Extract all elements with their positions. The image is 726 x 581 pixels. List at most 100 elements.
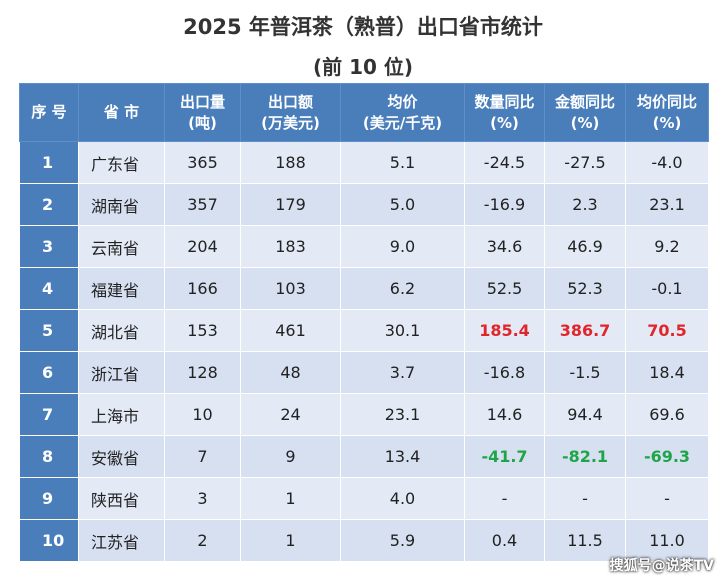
table-row: 4 福建省 166 103 6.2 52.5 52.3 -0.1 xyxy=(19,267,709,310)
table-row: 1 广东省 365 188 5.1 -24.5 -27.5 -4.0 xyxy=(19,141,709,184)
amount-cell: 24 xyxy=(240,393,341,436)
province-cell: 云南省 xyxy=(78,225,165,268)
col-header-qty-yoy: 数量同比 (%) xyxy=(464,83,545,142)
row-number: 5 xyxy=(19,309,79,352)
table-row: 6 浙江省 128 48 3.7 -16.8 -1.5 18.4 xyxy=(19,351,709,394)
qty-cell: 166 xyxy=(164,267,241,310)
price-yoy-cell: 70.5 xyxy=(625,309,709,352)
amount-cell: 9 xyxy=(240,435,341,478)
qty-cell: 357 xyxy=(164,183,241,226)
price-yoy-cell: 9.2 xyxy=(625,225,709,268)
row-number: 2 xyxy=(19,183,79,226)
amount-cell: 48 xyxy=(240,351,341,394)
col-header-price: 均价 (美元/千克) xyxy=(340,83,465,142)
price-cell: 30.1 xyxy=(340,309,465,352)
amount-cell: 183 xyxy=(240,225,341,268)
province-cell: 陕西省 xyxy=(78,477,165,520)
table-row: 8 安徽省 7 9 13.4 -41.7 -82.1 -69.3 xyxy=(19,435,709,478)
col-header-no: 序 号 xyxy=(19,83,79,142)
amount-yoy-cell: 94.4 xyxy=(544,393,626,436)
qty-yoy-cell: -24.5 xyxy=(464,141,545,184)
table-row: 7 上海市 10 24 23.1 14.6 94.4 69.6 xyxy=(19,393,709,436)
page-subtitle: (前 10 位) xyxy=(312,55,414,79)
price-yoy-cell: 11.0 xyxy=(625,519,709,562)
qty-cell: 153 xyxy=(164,309,241,352)
price-cell: 13.4 xyxy=(340,435,465,478)
price-cell: 6.2 xyxy=(340,267,465,310)
qty-cell: 128 xyxy=(164,351,241,394)
province-cell: 福建省 xyxy=(78,267,165,310)
price-yoy-cell: -0.1 xyxy=(625,267,709,310)
qty-yoy-cell: 14.6 xyxy=(464,393,545,436)
col-header-price-yoy: 均价同比 (%) xyxy=(625,83,709,142)
row-number: 6 xyxy=(19,351,79,394)
amount-yoy-cell: 52.3 xyxy=(544,267,626,310)
row-number: 4 xyxy=(19,267,79,310)
row-number: 8 xyxy=(19,435,79,478)
amount-cell: 103 xyxy=(240,267,341,310)
amount-cell: 188 xyxy=(240,141,341,184)
province-cell: 浙江省 xyxy=(78,351,165,394)
price-cell: 23.1 xyxy=(340,393,465,436)
page-title: 2025 年普洱茶（熟普）出口省市统计 xyxy=(183,15,543,39)
amount-cell: 1 xyxy=(240,519,341,562)
qty-yoy-cell: - xyxy=(464,477,545,520)
col-header-qty: 出口量 (吨) xyxy=(164,83,241,142)
qty-yoy-cell: -16.9 xyxy=(464,183,545,226)
province-cell: 湖南省 xyxy=(78,183,165,226)
table-row: 3 云南省 204 183 9.0 34.6 46.9 9.2 xyxy=(19,225,709,268)
table-row: 9 陕西省 3 1 4.0 - - - xyxy=(19,477,709,520)
table-row: 10 江苏省 2 1 5.9 0.4 11.5 11.0 xyxy=(19,519,709,562)
table-row: 2 湖南省 357 179 5.0 -16.9 2.3 23.1 xyxy=(19,183,709,226)
table-row: 5 湖北省 153 461 30.1 185.4 386.7 70.5 xyxy=(19,309,709,352)
col-header-province: 省 市 xyxy=(78,83,165,142)
province-cell: 上海市 xyxy=(78,393,165,436)
amount-yoy-cell: 386.7 xyxy=(544,309,626,352)
amount-yoy-cell: -1.5 xyxy=(544,351,626,394)
qty-yoy-cell: 52.5 xyxy=(464,267,545,310)
qty-cell: 365 xyxy=(164,141,241,184)
price-cell: 9.0 xyxy=(340,225,465,268)
amount-cell: 179 xyxy=(240,183,341,226)
qty-yoy-cell: -16.8 xyxy=(464,351,545,394)
price-cell: 3.7 xyxy=(340,351,465,394)
price-yoy-cell: 18.4 xyxy=(625,351,709,394)
qty-cell: 204 xyxy=(164,225,241,268)
price-yoy-cell: -69.3 xyxy=(625,435,709,478)
province-cell: 广东省 xyxy=(78,141,165,184)
qty-cell: 10 xyxy=(164,393,241,436)
price-cell: 4.0 xyxy=(340,477,465,520)
row-number: 1 xyxy=(19,141,79,184)
amount-yoy-cell: 46.9 xyxy=(544,225,626,268)
amount-yoy-cell: - xyxy=(544,477,626,520)
price-cell: 5.1 xyxy=(340,141,465,184)
qty-yoy-cell: 0.4 xyxy=(464,519,545,562)
qty-cell: 2 xyxy=(164,519,241,562)
amount-cell: 1 xyxy=(240,477,341,520)
amount-cell: 461 xyxy=(240,309,341,352)
col-header-amount-yoy: 金额同比 (%) xyxy=(544,83,626,142)
qty-cell: 7 xyxy=(164,435,241,478)
qty-cell: 3 xyxy=(164,477,241,520)
province-cell: 湖北省 xyxy=(78,309,165,352)
row-number: 9 xyxy=(19,477,79,520)
row-number: 10 xyxy=(19,519,79,562)
qty-yoy-cell: 34.6 xyxy=(464,225,545,268)
header-row: 序 号 省 市 出口量 (吨) 出口额 (万美元) 均价 (美元/千克) 数量同比 (%… xyxy=(19,83,709,142)
row-number: 7 xyxy=(19,393,79,436)
price-cell: 5.9 xyxy=(340,519,465,562)
province-cell: 安徽省 xyxy=(78,435,165,478)
price-yoy-cell: - xyxy=(625,477,709,520)
watermark: 搜狐号@说茶TV xyxy=(609,558,714,574)
row-number: 3 xyxy=(19,225,79,268)
amount-yoy-cell: -82.1 xyxy=(544,435,626,478)
amount-yoy-cell: 11.5 xyxy=(544,519,626,562)
col-header-amount: 出口额 (万美元) xyxy=(240,83,341,142)
amount-yoy-cell: 2.3 xyxy=(544,183,626,226)
price-yoy-cell: 23.1 xyxy=(625,183,709,226)
price-yoy-cell: -4.0 xyxy=(625,141,709,184)
province-cell: 江苏省 xyxy=(78,519,165,562)
amount-yoy-cell: -27.5 xyxy=(544,141,626,184)
export-stats-table: 序 号 省 市 出口量 (吨) 出口额 (万美元) 均价 (美元/千克) 数量同比 (%… xyxy=(19,83,709,562)
price-yoy-cell: 69.6 xyxy=(625,393,709,436)
